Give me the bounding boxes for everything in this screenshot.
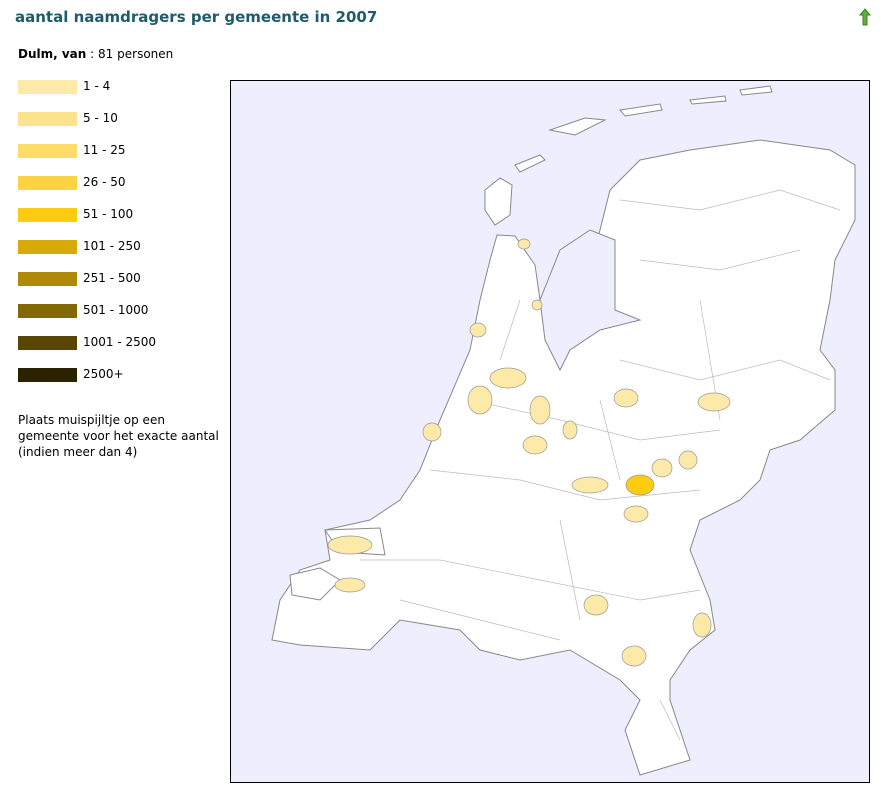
legend-label: 2500+ [83,367,124,381]
unit: personen [117,47,174,61]
legend-swatch [18,80,77,94]
separator: : [90,47,95,61]
legend-label: 101 - 250 [83,239,141,253]
ijsselmeer [539,229,642,372]
legend-label: 251 - 500 [83,271,141,285]
summary: Dulm, van : 81 personen [18,47,173,61]
legend-label: 501 - 1000 [83,303,149,317]
note-line: (indien meer dan 4) [18,445,138,459]
legend-label: 51 - 100 [83,207,134,221]
legend-swatch [18,272,77,286]
legend-label: 1 - 4 [83,79,111,93]
count: 81 [98,47,114,61]
legend-label: 5 - 10 [83,111,118,125]
legend-swatch [18,176,77,190]
legend-label: 1001 - 2500 [83,335,157,349]
note: Plaats muispijltje op een gemeente voor h… [18,412,219,460]
municipal-borders [360,189,841,741]
legend-swatch [18,144,77,158]
legend-label: 11 - 25 [83,143,126,157]
legend-swatch [18,304,77,318]
page-title: aantal naamdragers per gemeente in 2007 [15,8,378,26]
legend-swatch [18,240,77,254]
surname: Dulm, van [18,47,87,61]
legend-swatch [18,368,77,382]
legend-swatch [18,112,77,126]
legend-swatch [18,208,77,222]
map [230,80,870,783]
legend-swatch [18,336,77,350]
back-to-top[interactable] [858,8,872,26]
land [271,85,856,776]
note-line: gemeente voor het exacte aantal [18,429,219,443]
highlighted-municipalities [327,238,731,667]
note-line: Plaats muispijltje op een [18,413,165,427]
legend-label: 26 - 50 [83,175,126,189]
